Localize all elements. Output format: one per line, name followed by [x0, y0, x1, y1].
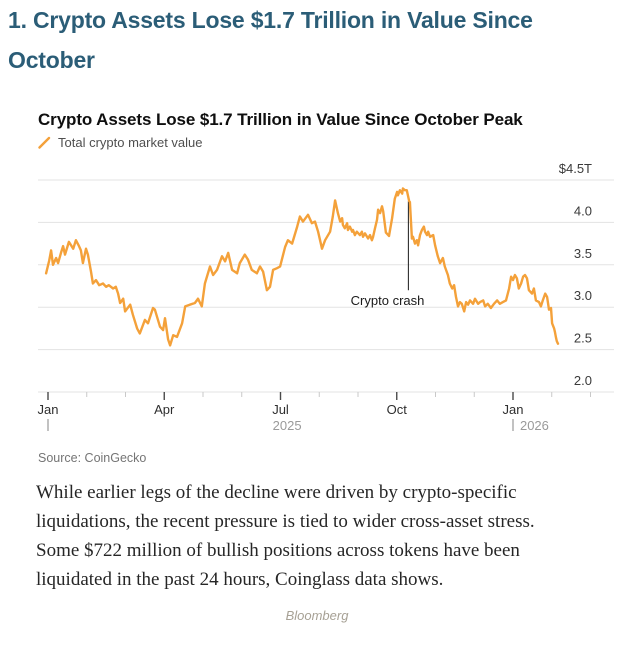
chart-source: Source: CoinGecko [38, 451, 147, 465]
x-axis-month-label: Jul [272, 402, 289, 417]
y-axis-tick-label: 3.5 [574, 246, 592, 261]
article-heading: 1. Crypto Assets Lose $1.7 Trillion in V… [8, 0, 628, 80]
crypto-market-value-line-chart: $4.5T 4.0 3.5 3.0 2.5 2.0 Jan Apr Jul Oct Jan 2025 2… [38, 161, 614, 433]
x-axis-year-label: 2026 [520, 418, 549, 433]
y-axis-tick-label: 3.0 [574, 288, 592, 303]
x-axis-month-label: Oct [387, 402, 408, 417]
bloomberg-chart: Crypto Assets Lose $1.7 Trillion in Valu… [0, 104, 634, 465]
article-paragraph: While earlier legs of the decline were d… [36, 478, 616, 594]
x-axis-month-label: Jan [503, 402, 524, 417]
line-series-icon [38, 136, 51, 149]
y-axis-tick-label: 2.5 [574, 331, 592, 346]
crash-annotation-label: Crypto crash [351, 293, 425, 308]
heading-line-1: 1. Crypto Assets Lose $1.7 Trillion in V… [8, 7, 533, 33]
legend-label: Total crypto market value [58, 135, 203, 150]
y-axis-tick-label: 4.0 [574, 203, 592, 218]
paragraph-line-4: liquidated in the past 24 hours, Coingla… [36, 569, 444, 590]
paragraph-line-3: Some $722 million of bullish positions a… [36, 540, 520, 561]
y-axis-tick-label: $4.5T [559, 161, 592, 176]
paragraph-line-2: liquidations, the recent pressure is tie… [36, 511, 535, 532]
chart-legend: Total crypto market value [38, 135, 203, 150]
market-value-line [44, 187, 560, 347]
x-axis-month-label: Jan [38, 402, 59, 417]
y-axis-tick-label: 2.0 [574, 373, 592, 388]
x-axis-month-label: Apr [154, 402, 175, 417]
heading-line-2: October [8, 47, 95, 73]
paragraph-line-1: While earlier legs of the decline were d… [36, 482, 517, 503]
chart-title: Crypto Assets Lose $1.7 Trillion in Valu… [38, 110, 523, 129]
credit-line: Bloomberg [285, 608, 349, 623]
x-axis-year-label: 2025 [273, 418, 302, 433]
